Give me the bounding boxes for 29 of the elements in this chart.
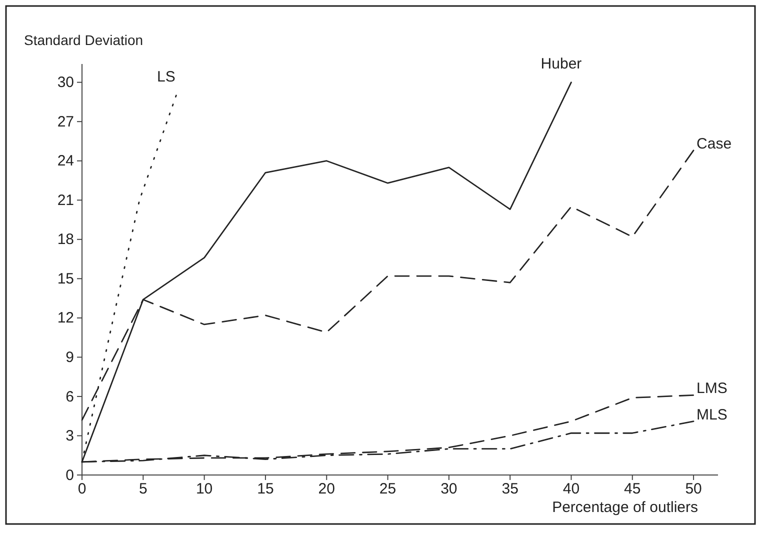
series-label: Case <box>696 135 732 152</box>
x-tick-label: 50 <box>685 480 702 498</box>
x-tick-label: 35 <box>502 480 518 498</box>
y-tick-label: 21 <box>57 192 74 209</box>
x-tick-label: 0 <box>78 480 86 498</box>
series-label: LS <box>156 68 176 86</box>
y-tick-label: 0 <box>66 466 74 484</box>
x-tick-label: 45 <box>624 480 641 498</box>
series-label: LMS <box>696 380 728 398</box>
x-tick-label: 5 <box>138 480 148 498</box>
y-axis-title: Standard Deviation <box>24 32 144 48</box>
series-label: Huber <box>540 55 582 72</box>
x-tick-label: 15 <box>257 480 274 498</box>
x-axis-title: Percentage of outliers <box>552 499 698 516</box>
x-tick-label: 10 <box>196 480 213 498</box>
x-tick-label: 25 <box>379 480 396 498</box>
y-tick-label: 18 <box>57 231 74 248</box>
y-tick-label: 30 <box>57 74 74 92</box>
series-label: MLS <box>696 406 728 424</box>
x-tick-label: 20 <box>318 480 335 498</box>
y-tick-label: 12 <box>57 310 74 327</box>
x-tick-label: 30 <box>440 480 458 498</box>
y-tick-label: 3 <box>66 428 74 445</box>
y-tick-label: 15 <box>57 270 74 288</box>
y-tick-label: 6 <box>66 388 74 406</box>
y-tick-label: 9 <box>66 348 74 366</box>
x-tick-label: 40 <box>562 480 580 498</box>
y-tick-label: 24 <box>57 152 74 170</box>
y-tick-label: 27 <box>57 113 74 130</box>
